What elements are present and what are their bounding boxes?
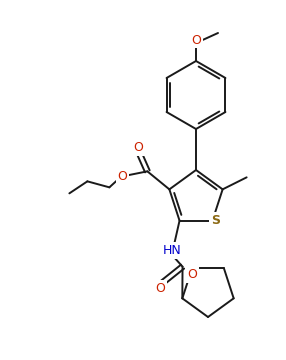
Text: O: O (134, 141, 143, 154)
Text: O: O (118, 170, 127, 183)
Text: O: O (156, 282, 166, 295)
Text: O: O (191, 33, 201, 46)
Text: HN: HN (163, 244, 182, 257)
Text: O: O (187, 267, 197, 281)
Text: S: S (211, 214, 220, 227)
